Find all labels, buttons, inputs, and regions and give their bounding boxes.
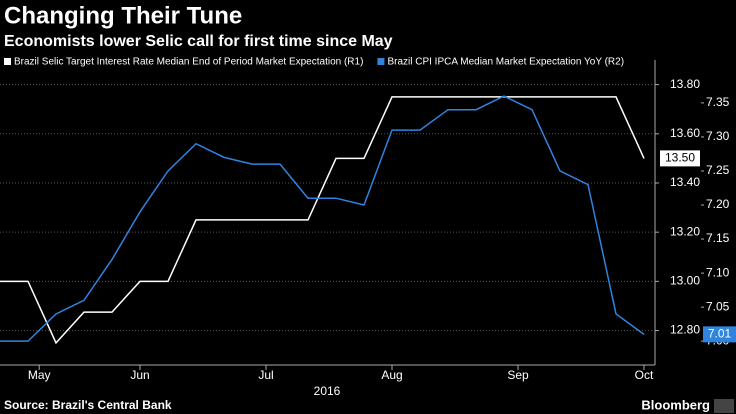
y-tick-label: 13.00 — [670, 274, 700, 288]
legend-swatch — [4, 58, 11, 65]
series-line — [0, 95, 645, 342]
y-tick-label: 13.80 — [670, 77, 700, 91]
y2-tick-label: 7.20 — [706, 197, 730, 211]
x-tick-label: Jul — [258, 368, 273, 382]
value-label-box — [703, 326, 736, 343]
y2-tick-label: 7.15 — [706, 231, 730, 245]
y2-tick-label: 7.10 — [706, 265, 730, 279]
legend-swatch — [377, 58, 385, 65]
x-tick-label: Oct — [635, 368, 654, 382]
legend-label: Brazil Selic Target Interest Rate Median… — [14, 57, 363, 68]
x-axis-label: 2016 — [314, 384, 341, 398]
chart-title: Changing Their Tune — [4, 2, 242, 29]
y-tick-label: 13.60 — [670, 126, 700, 140]
y-tick-label: 13.40 — [670, 175, 700, 189]
series-line — [0, 96, 645, 345]
y2-tick-label: 7.05 — [706, 299, 730, 313]
chart-subtitle: Economists lower Selic call for first ti… — [4, 33, 393, 50]
x-tick-label: Aug — [381, 368, 402, 382]
brand-icon — [714, 399, 734, 413]
x-tick-label: Sep — [507, 368, 529, 382]
y2-tick-label: 7.35 — [706, 95, 730, 109]
brand: Bloomberg — [641, 397, 710, 412]
x-tick-label: Jun — [130, 368, 149, 382]
x-tick-label: May — [28, 368, 51, 382]
value-label: 7.01 — [708, 327, 732, 341]
y2-tick-label: 7.30 — [706, 129, 730, 143]
value-label-box — [660, 150, 700, 167]
y2-tick-label: 7.25 — [706, 163, 730, 177]
legend-label: Brazil CPI IPCA Median Market Expectatio… — [387, 57, 624, 68]
source: Source: Brazil's Central Bank — [4, 398, 172, 412]
y-tick-label: 12.80 — [670, 323, 700, 337]
value-label: 13.50 — [665, 151, 695, 165]
y-tick-label: 13.20 — [670, 224, 700, 238]
